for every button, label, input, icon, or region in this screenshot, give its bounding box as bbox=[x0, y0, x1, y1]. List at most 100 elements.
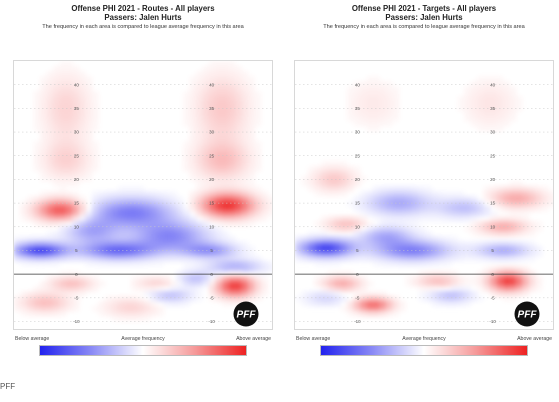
heat-cell bbox=[490, 201, 498, 207]
heat-cell bbox=[72, 286, 80, 292]
heat-cell bbox=[137, 296, 145, 302]
heat-cell bbox=[261, 211, 269, 217]
scale-label-below: Below average bbox=[296, 336, 331, 342]
heat-cell bbox=[228, 246, 236, 252]
heat-cell bbox=[228, 281, 236, 287]
heat-cell bbox=[228, 81, 236, 87]
heat-cell bbox=[334, 171, 342, 177]
heat-cell bbox=[33, 106, 41, 112]
heat-cell bbox=[366, 256, 374, 262]
heat-cell bbox=[124, 246, 132, 252]
heat-cell bbox=[196, 121, 204, 127]
heat-cell bbox=[72, 201, 80, 207]
heat-cell bbox=[228, 151, 236, 157]
heat-cell bbox=[366, 301, 374, 307]
heat-cell bbox=[222, 206, 230, 212]
heat-cell bbox=[209, 166, 217, 172]
heat-cell bbox=[431, 216, 439, 222]
heat-cell bbox=[477, 201, 485, 207]
heat-cell bbox=[33, 101, 41, 107]
heat-cell bbox=[241, 101, 249, 107]
heat-cell bbox=[490, 251, 498, 257]
heat-cell bbox=[373, 216, 381, 222]
heat-cell bbox=[189, 296, 197, 302]
heat-cell bbox=[79, 71, 87, 77]
heat-cell bbox=[46, 161, 54, 167]
heat-cell bbox=[46, 111, 54, 117]
heat-cell bbox=[470, 246, 478, 252]
heat-cell bbox=[509, 111, 517, 117]
heat-cell bbox=[183, 281, 191, 287]
heat-cell bbox=[522, 241, 530, 247]
heat-cell bbox=[59, 86, 67, 92]
heat-cell bbox=[248, 121, 256, 127]
heat-cell bbox=[490, 226, 498, 232]
heat-cell bbox=[386, 191, 394, 197]
heat-cell bbox=[222, 291, 230, 297]
heat-cell bbox=[105, 206, 113, 212]
heat-cell bbox=[183, 251, 191, 257]
heat-cell bbox=[228, 176, 236, 182]
heat-cell bbox=[503, 111, 511, 117]
heat-cell bbox=[340, 221, 348, 227]
heat-cell bbox=[72, 226, 80, 232]
heat-cell bbox=[111, 246, 119, 252]
heat-cell bbox=[308, 181, 316, 187]
heat-cell bbox=[196, 201, 204, 207]
heat-cell bbox=[79, 171, 87, 177]
heat-cell bbox=[366, 121, 374, 127]
heat-cell bbox=[196, 91, 204, 97]
heat-cell bbox=[509, 211, 517, 217]
heat-cell bbox=[20, 211, 28, 217]
heat-cell bbox=[477, 226, 485, 232]
heat-cell bbox=[379, 236, 387, 242]
heat-cell bbox=[431, 246, 439, 252]
heat-cell bbox=[131, 251, 139, 257]
heat-cell bbox=[477, 86, 485, 92]
heat-cell bbox=[228, 136, 236, 142]
heat-cell bbox=[457, 296, 465, 302]
heat-cell bbox=[170, 211, 178, 217]
heat-cell bbox=[321, 256, 329, 262]
heat-cell bbox=[222, 156, 230, 162]
heat-cell bbox=[399, 306, 407, 312]
heat-cell bbox=[516, 216, 524, 222]
heat-cell bbox=[33, 201, 41, 207]
heat-cell bbox=[241, 196, 249, 202]
heat-cell bbox=[202, 126, 210, 132]
heat-cell bbox=[163, 246, 171, 252]
heat-cell bbox=[470, 196, 478, 202]
heat-cell bbox=[399, 261, 407, 267]
heat-cell bbox=[85, 136, 93, 142]
heat-cell bbox=[150, 291, 158, 297]
heat-cell bbox=[314, 236, 322, 242]
heat-cell bbox=[373, 306, 381, 312]
heat-cell bbox=[53, 76, 61, 82]
heat-cell bbox=[438, 296, 446, 302]
heat-cell bbox=[254, 211, 262, 217]
heat-cell bbox=[261, 216, 269, 222]
yard-label: 25 bbox=[209, 153, 215, 158]
heat-cell bbox=[196, 181, 204, 187]
heat-cell bbox=[386, 86, 394, 92]
heat-cell bbox=[66, 291, 74, 297]
heat-cell bbox=[392, 251, 400, 257]
heat-cell bbox=[183, 146, 191, 152]
heat-cell bbox=[228, 126, 236, 132]
heat-cell bbox=[157, 231, 165, 237]
heat-cell bbox=[176, 246, 184, 252]
heat-cell bbox=[59, 306, 67, 312]
heat-cell bbox=[509, 86, 517, 92]
color-scale-bar bbox=[320, 345, 528, 356]
scale-label-above: Above average bbox=[517, 336, 552, 342]
heat-cell bbox=[215, 121, 223, 127]
heat-cell bbox=[509, 276, 517, 282]
heat-cell bbox=[241, 261, 249, 267]
heat-cell bbox=[144, 231, 152, 237]
heat-cell bbox=[412, 241, 420, 247]
heat-cell bbox=[235, 216, 243, 222]
heat-cell bbox=[189, 161, 197, 167]
heat-cell bbox=[379, 256, 387, 262]
heat-cell bbox=[248, 196, 256, 202]
heat-cell bbox=[196, 116, 204, 122]
